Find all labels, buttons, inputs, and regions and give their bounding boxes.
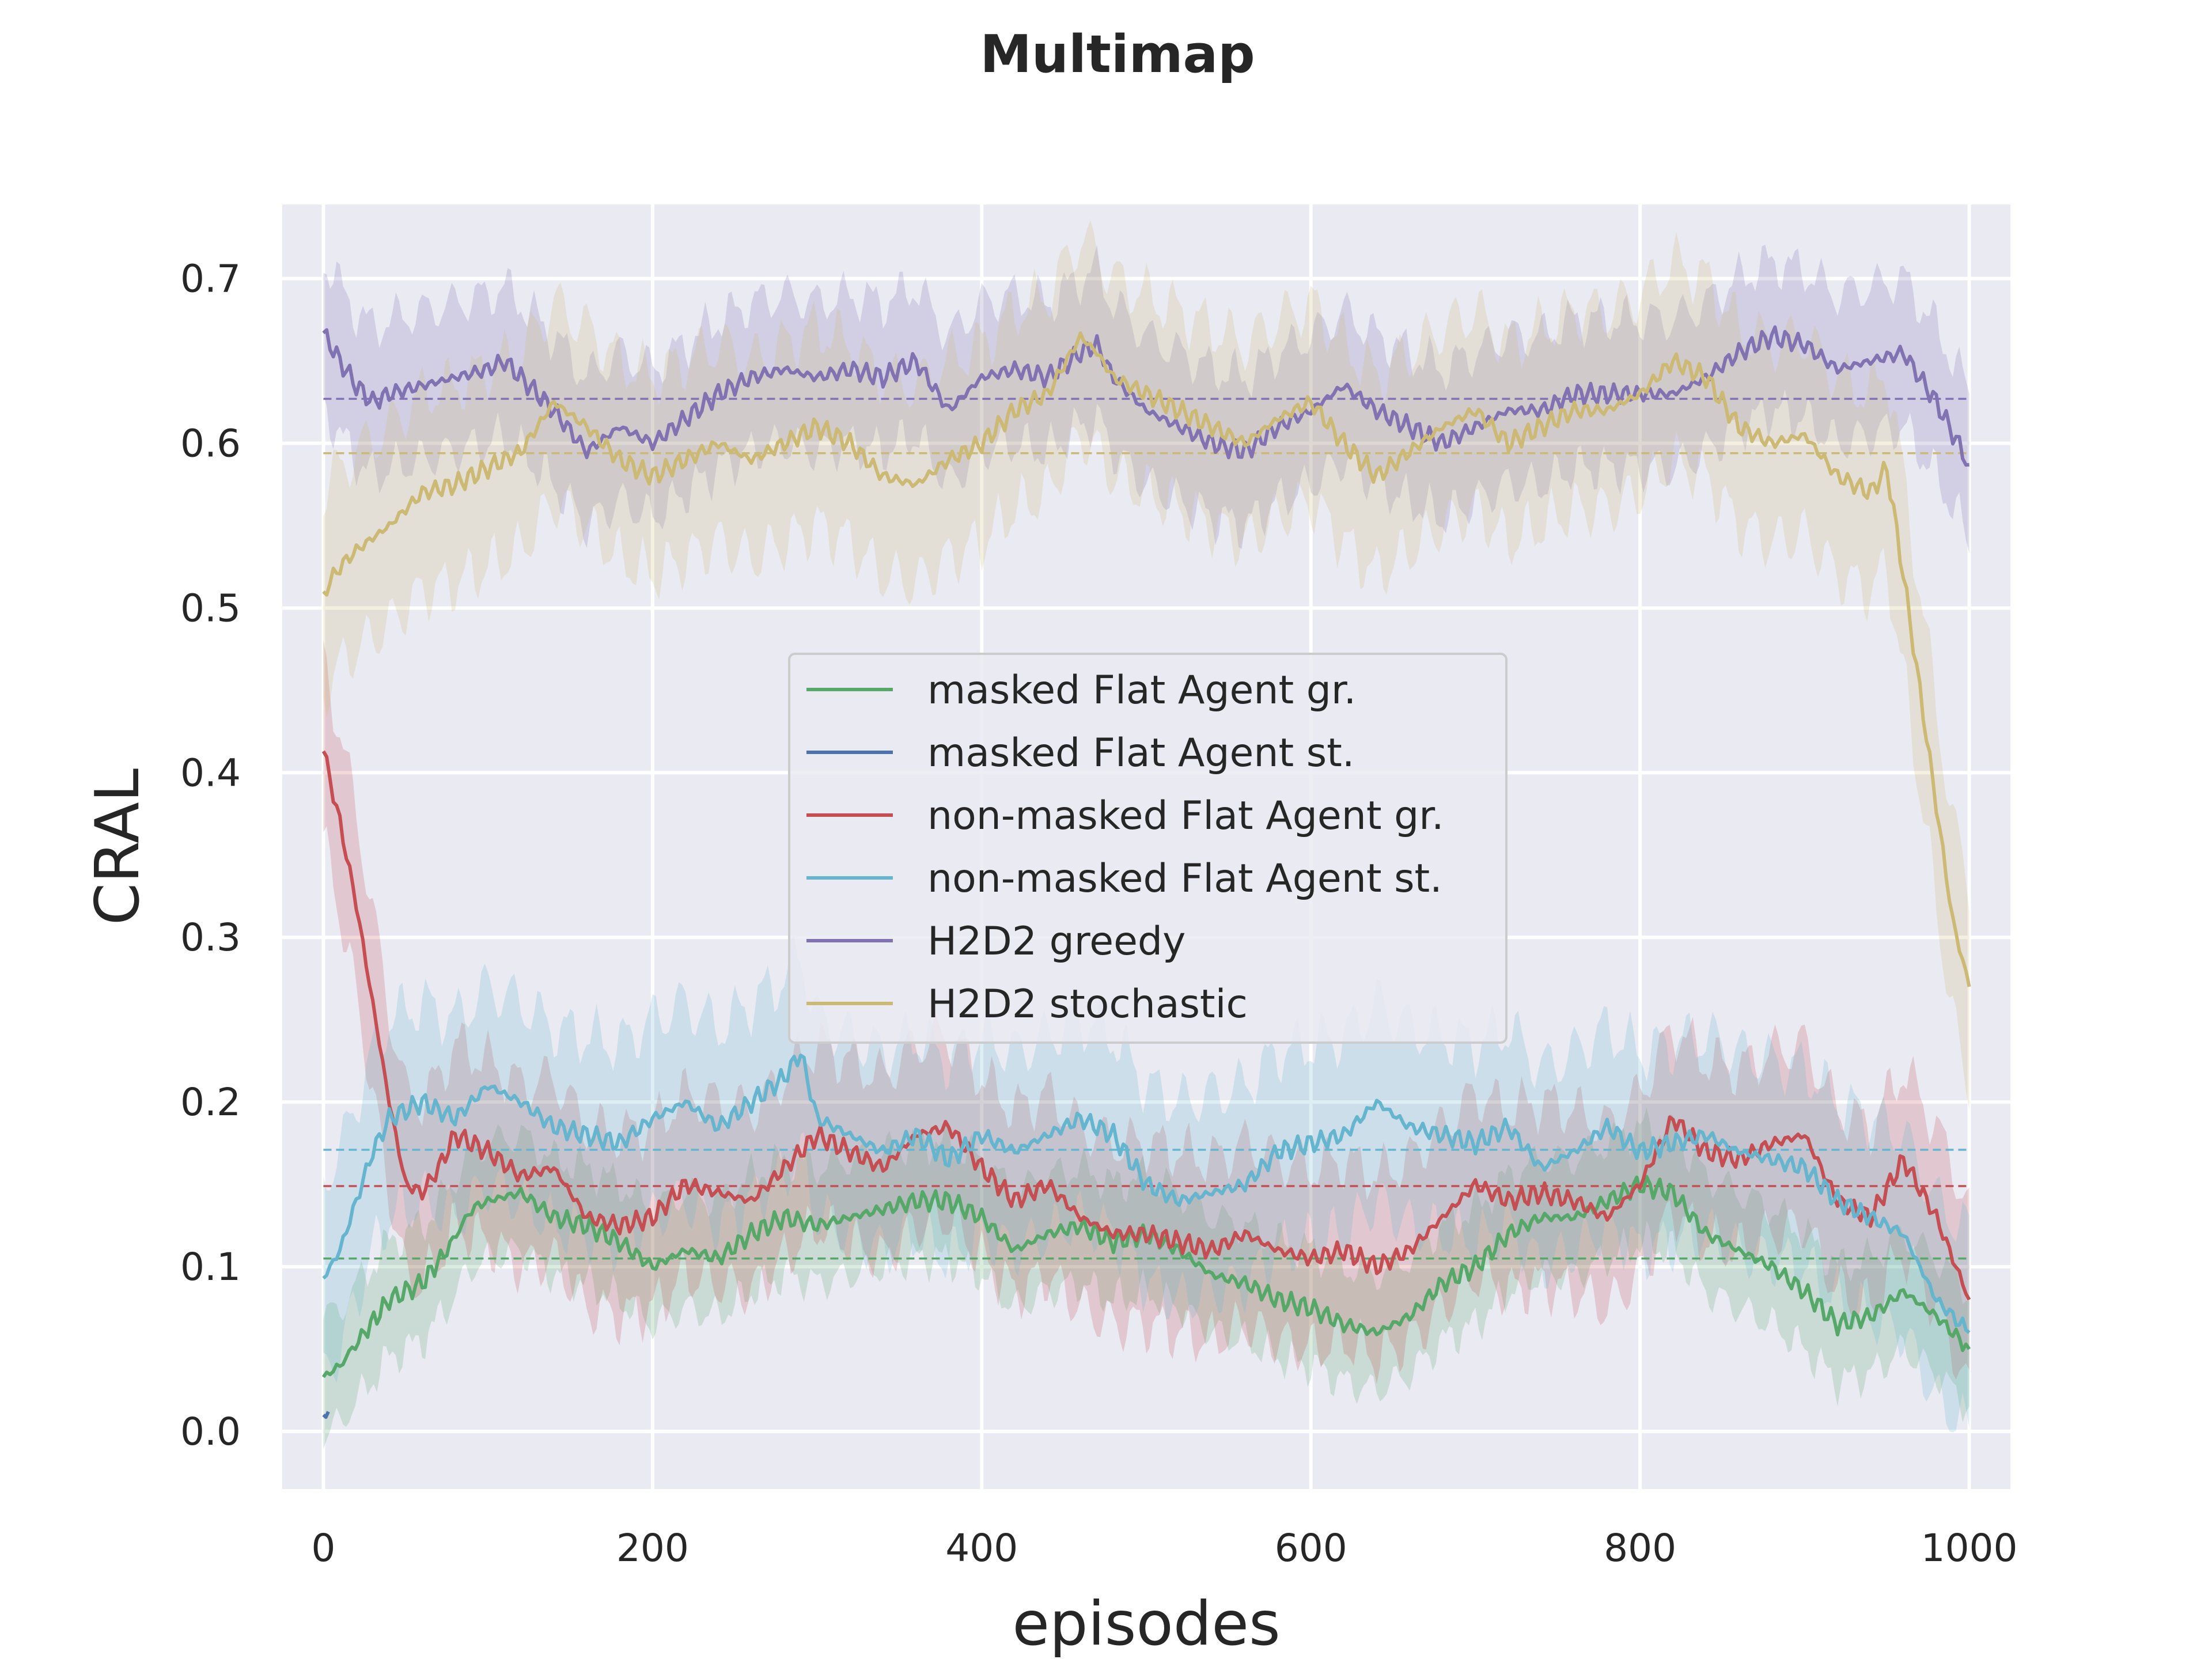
legend-entry: H2D2 stochastic <box>927 982 1248 1027</box>
x-tick-label: 1000 <box>1921 1526 2018 1570</box>
x-tick-label: 600 <box>1275 1526 1347 1570</box>
y-tick-label: 0.5 <box>180 586 241 630</box>
x-tick-label: 800 <box>1604 1526 1676 1570</box>
chart-title: Multimap <box>980 24 1255 85</box>
y-tick-label: 0.7 <box>180 257 241 301</box>
series-line <box>322 1411 330 1419</box>
x-tick-label: 200 <box>616 1526 689 1570</box>
y-axis-label: CRAL <box>82 768 153 925</box>
y-tick-label: 0.3 <box>180 915 241 960</box>
legend-entry: masked Flat Agent gr. <box>927 668 1356 713</box>
series-line <box>321 1175 1971 1378</box>
y-tick-labels: 0.0 0.1 0.2 0.3 0.4 0.5 0.6 0.7 <box>180 257 241 1454</box>
y-tick-label: 0.1 <box>180 1245 241 1289</box>
y-tick-label: 0.2 <box>180 1080 241 1124</box>
legend-entry: H2D2 greedy <box>927 919 1185 964</box>
x-tick-label: 400 <box>945 1526 1018 1570</box>
legend-entry: masked Flat Agent st. <box>927 730 1354 776</box>
legend: masked Flat Agent gr. masked Flat Agent s… <box>788 653 1508 1044</box>
series-line <box>321 750 1971 1301</box>
x-axis-label: episodes <box>1012 1589 1280 1659</box>
series-line <box>322 1054 1971 1334</box>
series-band <box>323 220 1969 1109</box>
y-tick-label: 0.6 <box>180 422 241 466</box>
series-line <box>322 331 1971 987</box>
series-lines <box>321 325 1971 1419</box>
y-tick-label: 0.0 <box>180 1410 241 1454</box>
series-line <box>322 325 1969 467</box>
x-tick-label: 0 <box>311 1526 335 1570</box>
legend-entry: non-masked Flat Agent gr. <box>927 793 1444 839</box>
legend-box <box>788 653 1508 1044</box>
x-tick-labels: 0 200 400 600 800 1000 <box>311 1526 2017 1570</box>
y-tick-label: 0.4 <box>180 751 241 795</box>
series-band <box>323 244 1969 554</box>
mean-reference-lines <box>323 397 1969 1260</box>
legend-entry: non-masked Flat Agent st. <box>927 856 1442 902</box>
